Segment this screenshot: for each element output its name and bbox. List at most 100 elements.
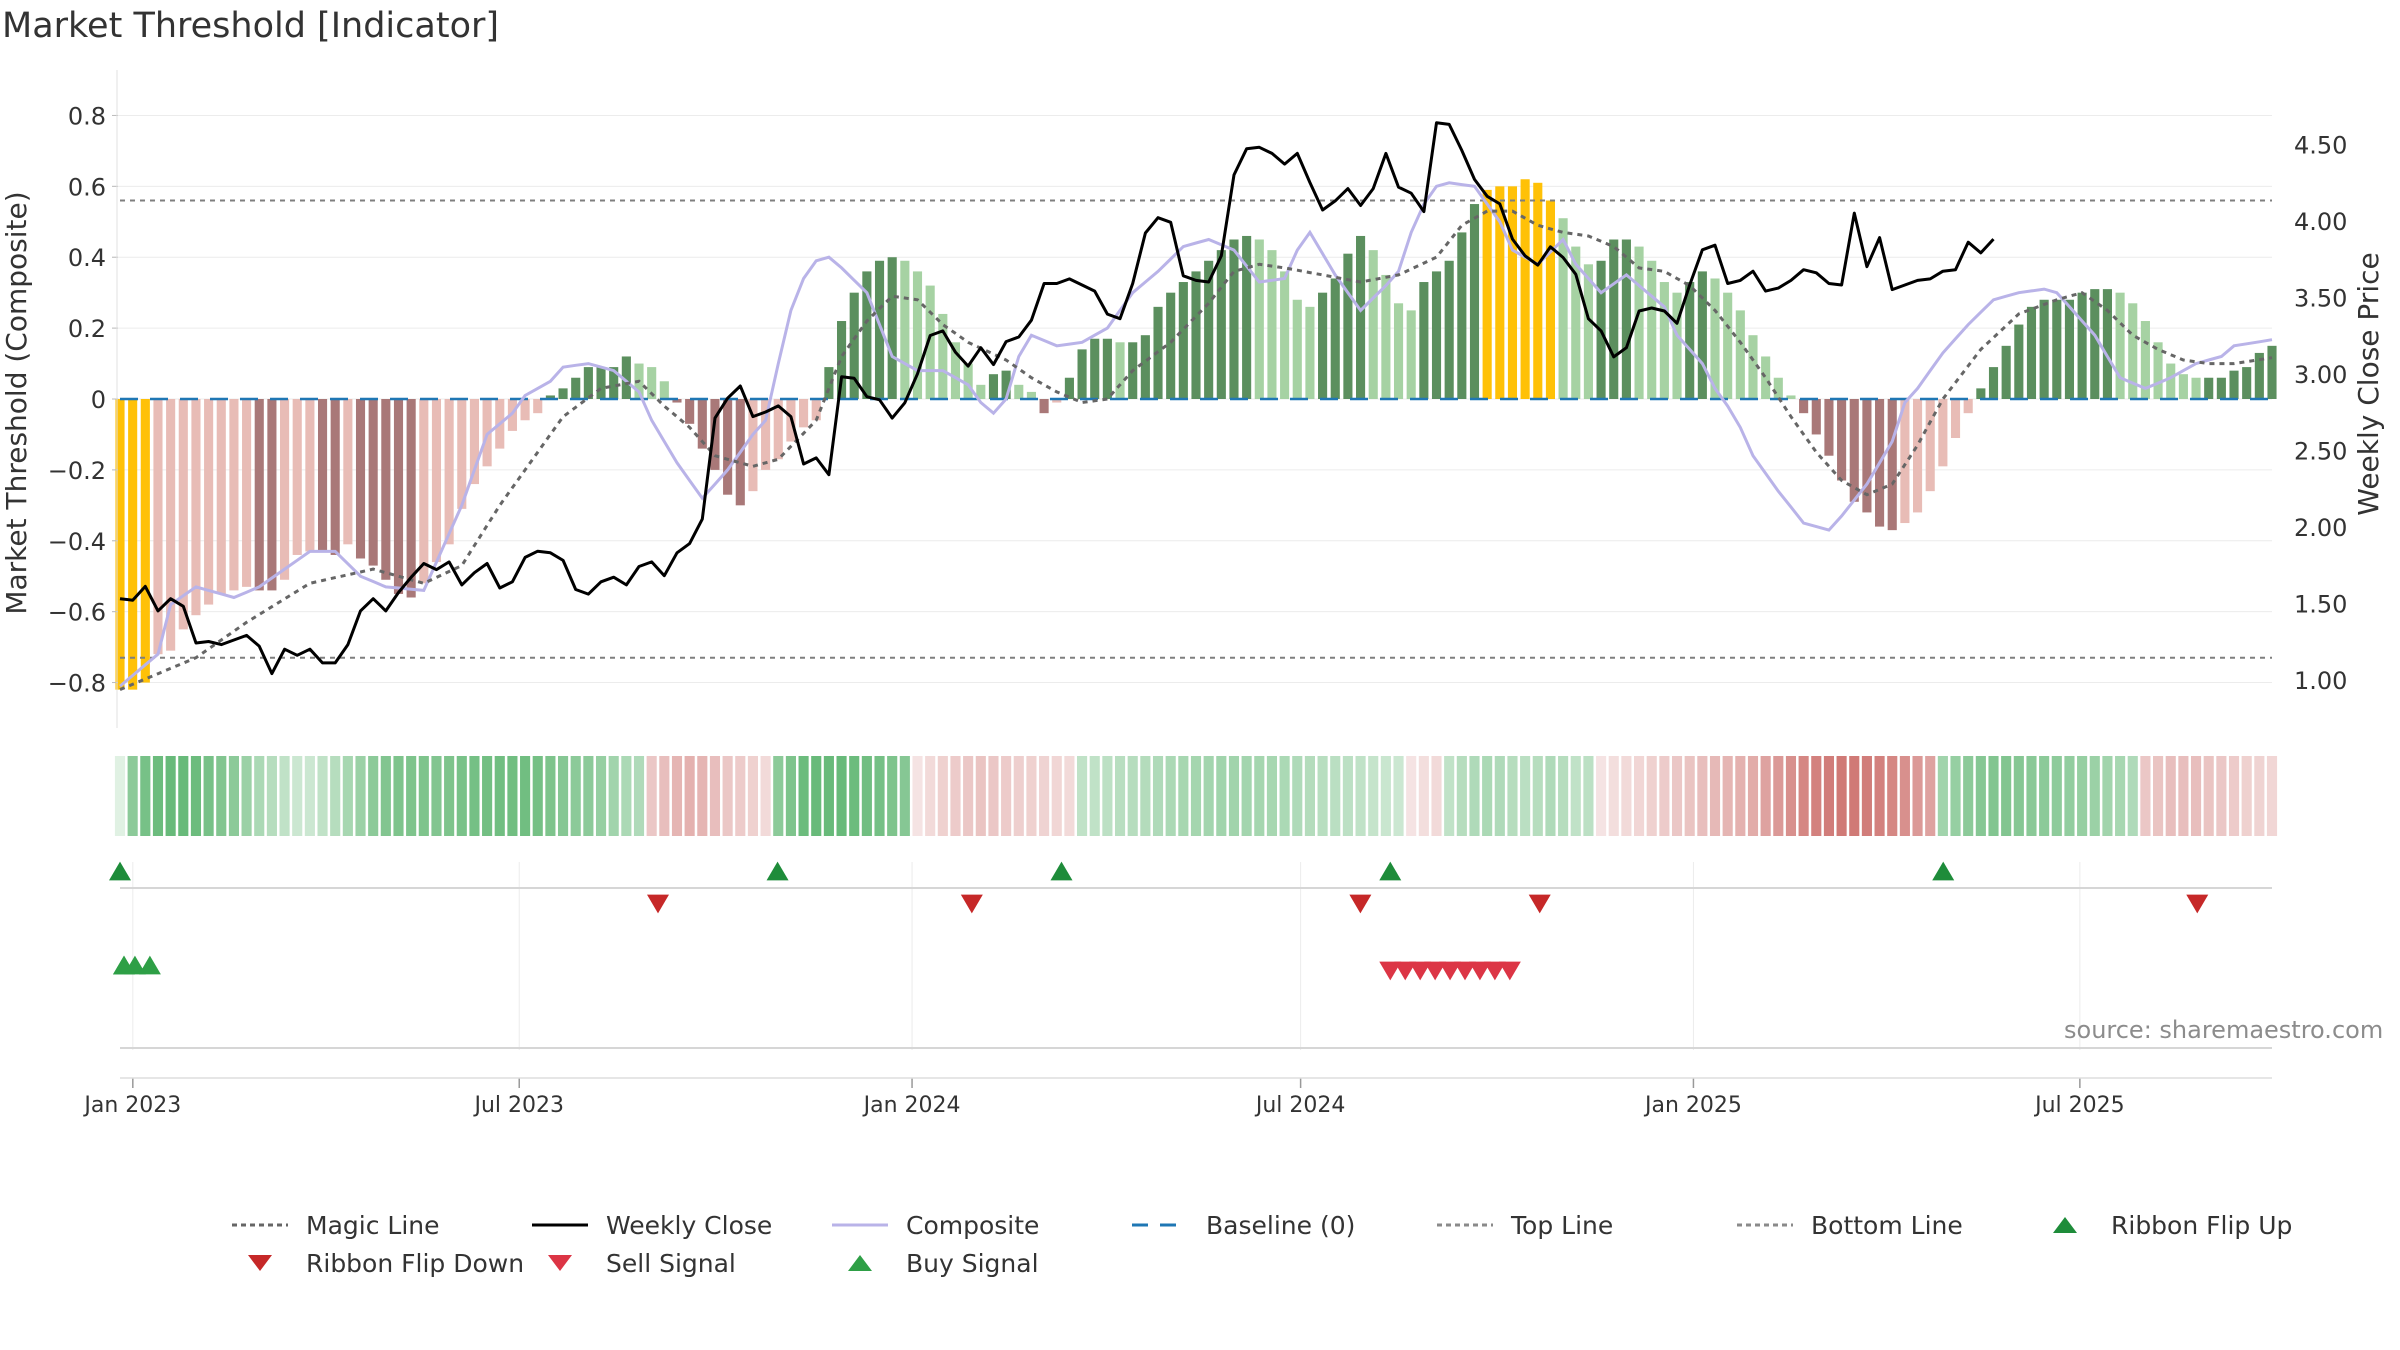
composite-bar [2191,377,2201,399]
composite-bar [1520,179,1530,399]
ribbon-cell [2026,756,2037,836]
composite-bar [2216,377,2226,399]
ribbon-cell [1190,756,1202,836]
composite-bar [1077,349,1087,399]
ribbon-cell [785,756,796,836]
composite-bar [697,399,707,449]
ribbon-cell [1418,756,1429,836]
legend-label: Ribbon Flip Down [306,1248,525,1278]
x-axis: Jan 2023 Jul 2023 Jan 2024 Jul 2024 Jan 2025… [82,1077,2272,1118]
composite-bar [710,399,720,470]
composite-bar [1672,292,1682,399]
composite-bar [2204,377,2214,399]
composite-bar [1014,384,1024,399]
ribbon-cell [798,756,809,836]
composite-bar [419,399,429,584]
composite-bar [1001,370,1011,399]
composite-bar [1685,282,1695,399]
chart-canvas: 0.8 0.6 0.4 0.2 0 −0.2 −0.4 −0.6 −0.8 Market Thre… [0,70,2385,1118]
legend-item: Ribbon Flip Up [2035,1208,2292,1242]
composite-bar [1431,271,1442,399]
ribbon-cell [1671,756,1683,836]
ribbon-flip-down-marker [647,894,669,914]
ribbon-cell [1709,756,1721,836]
ribbon-cell [646,756,657,836]
composite-bar [2153,342,2163,399]
solid-line-icon [832,1223,888,1227]
composite-bar [558,388,568,399]
ribbon-cell [1861,756,1872,836]
legend-item: Weekly Close [530,1208,772,1242]
ribbon-cell [1368,756,1379,836]
ribbon-cell [811,756,822,836]
dotted-line-icon [1737,1223,1793,1227]
sell-signal-marker [1498,961,1521,981]
ribbon-cell [1165,756,1176,836]
composite-bar [178,399,188,630]
composite-bar [1659,282,1669,399]
ribbon-cell [773,756,784,836]
y-tick-label: 0.6 [68,173,106,201]
composite-bar [1621,239,1631,399]
composite-bar [166,399,176,651]
x-tick-label: Jan 2024 [862,1093,961,1118]
buy-signal-marker [138,955,161,975]
solid-line-icon [532,1223,588,1227]
composite-bar [1026,391,1036,399]
reference-lines [120,199,2272,659]
composite-bar [1811,399,1821,435]
ribbon-cell [2089,756,2100,836]
ribbon-cell [963,756,974,836]
composite-bar [1533,182,1543,399]
composite-bar [672,399,682,403]
ribbon-cell [2254,756,2265,836]
legend-label: Top Line [1511,1210,1614,1240]
ribbon-cell [1026,756,1037,836]
ribbon-cell [1127,756,1138,836]
ribbon-cell [1520,756,1531,836]
ribbon-cell [2064,756,2075,836]
legend-item: Buy Signal [830,1246,1039,1280]
composite-bar [267,399,277,591]
ribbon-cell [1937,756,1948,836]
composite-bar [305,399,315,552]
ribbon-cell [1684,756,1695,836]
composite-bar [2140,321,2150,399]
ribbon-cell [2039,756,2050,836]
composite-bar [280,399,290,580]
dashed-line-icon [1132,1223,1188,1227]
y2-tick-label: 4.00 [2294,208,2347,236]
ribbon-cell [1482,756,1493,836]
ribbon-cell [1735,756,1746,836]
composite-bar [1887,399,1897,531]
composite-bar [2052,299,2062,399]
ribbon-cell [1887,756,1898,836]
composite-bar [317,399,328,552]
legend-label: Baseline (0) [1206,1210,1356,1240]
y-tick-label: −0.8 [48,670,106,698]
composite-bar [799,399,809,428]
composite-bar [1495,186,1505,399]
ribbon-cell [190,756,202,836]
ribbon-cell [709,756,721,836]
composite-bars [115,179,2277,690]
composite-bar [128,399,138,690]
composite-bar [191,399,201,616]
y2-tick-label: 4.50 [2294,131,2347,159]
ribbon-cell [1722,756,1733,836]
composite-bar [1064,377,1074,399]
ribbon-flip-up-marker [109,861,131,881]
composite-bar [533,399,543,414]
sell-signal-marker [1483,961,1506,981]
legend-item: Baseline (0) [1130,1208,1355,1242]
composite-bar [659,381,669,399]
ribbon-cell [925,756,936,836]
composite-bar [976,384,986,399]
composite-bar [2026,306,2037,399]
composite-bar [1330,278,1340,399]
composite-bar [1482,189,1492,399]
ribbon-cell [317,756,328,836]
ribbon-cell [2241,756,2252,836]
composite-bar [1583,264,1593,399]
composite-bar [1912,399,1923,513]
